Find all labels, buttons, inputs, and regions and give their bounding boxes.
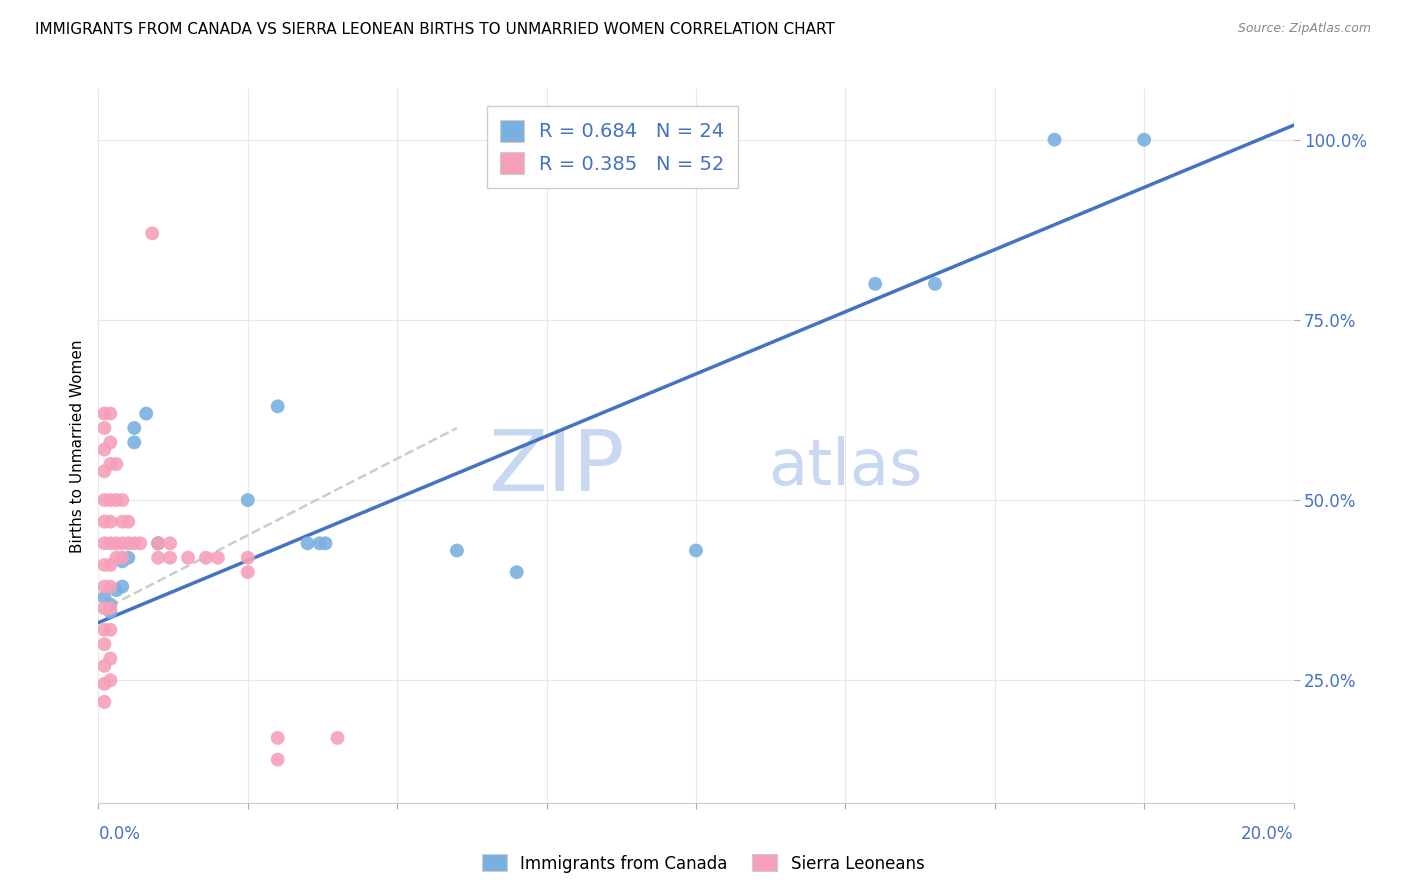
Point (148, 536, 170, 550)
Point (236, 550, 259, 565)
Point (98, 435, 122, 450)
Point (93, 677, 115, 691)
Text: ZIP: ZIP (488, 425, 624, 509)
Point (93, 695, 115, 709)
Point (111, 550, 134, 565)
Text: 20.0%: 20.0% (1241, 825, 1294, 843)
Point (98, 623, 122, 637)
Point (93, 601, 115, 615)
Point (1043, 133, 1066, 147)
Point (93, 637, 115, 651)
Point (111, 536, 134, 550)
Point (93, 515, 115, 529)
Point (93, 558, 115, 572)
Point (98, 598, 122, 612)
Point (111, 515, 134, 529)
Point (93, 442, 115, 457)
Point (135, 407, 157, 421)
Point (98, 601, 122, 615)
Point (98, 673, 122, 688)
Point (93, 580, 115, 594)
Point (93, 493, 115, 508)
Point (98, 580, 122, 594)
Point (506, 565, 529, 579)
Point (148, 536, 170, 550)
Point (124, 536, 146, 550)
Point (267, 731, 290, 745)
Point (93, 407, 115, 421)
Text: IMMIGRANTS FROM CANADA VS SIERRA LEONEAN BIRTHS TO UNMARRIED WOMEN CORRELATION C: IMMIGRANTS FROM CANADA VS SIERRA LEONEAN… (35, 22, 835, 37)
Text: 0.0%: 0.0% (98, 825, 141, 843)
Point (111, 580, 134, 594)
Point (124, 421, 146, 435)
Point (159, 536, 181, 550)
Point (117, 550, 139, 565)
Legend: Immigrants from Canada, Sierra Leoneans: Immigrants from Canada, Sierra Leoneans (475, 847, 931, 880)
Point (129, 536, 152, 550)
Point (117, 536, 139, 550)
Point (111, 554, 134, 568)
Point (267, 400, 290, 414)
Point (194, 550, 218, 565)
Point (297, 536, 319, 550)
Point (105, 493, 128, 508)
Point (117, 515, 139, 529)
Point (159, 550, 181, 565)
Point (93, 591, 115, 605)
Point (685, 543, 707, 558)
Point (924, 277, 946, 291)
Point (105, 536, 128, 550)
Point (177, 550, 200, 565)
Point (93, 623, 115, 637)
Point (446, 543, 468, 558)
Point (98, 651, 122, 665)
Point (105, 457, 128, 471)
Point (207, 550, 229, 565)
Point (326, 731, 349, 745)
Y-axis label: Births to Unmarried Women: Births to Unmarried Women (69, 339, 84, 553)
Point (124, 435, 146, 450)
Text: atlas: atlas (768, 436, 922, 499)
Point (148, 536, 170, 550)
Point (141, 227, 163, 241)
Legend: R = 0.684   N = 24, R = 0.385   N = 52: R = 0.684 N = 24, R = 0.385 N = 52 (486, 106, 738, 188)
Point (93, 421, 115, 435)
Point (98, 515, 122, 529)
Point (105, 550, 128, 565)
Point (111, 493, 134, 508)
Point (98, 558, 122, 572)
Text: Source: ZipAtlas.com: Source: ZipAtlas.com (1237, 22, 1371, 36)
Point (267, 753, 290, 767)
Point (105, 583, 128, 598)
Point (308, 536, 330, 550)
Point (98, 493, 122, 508)
Point (1133, 133, 1156, 147)
Point (93, 658, 115, 673)
Point (236, 565, 259, 579)
Point (148, 550, 170, 565)
Point (865, 277, 887, 291)
Point (98, 605, 122, 619)
Point (93, 536, 115, 550)
Point (98, 407, 122, 421)
Point (93, 464, 115, 478)
Point (98, 457, 122, 471)
Point (98, 536, 122, 550)
Point (236, 493, 259, 508)
Point (315, 536, 337, 550)
